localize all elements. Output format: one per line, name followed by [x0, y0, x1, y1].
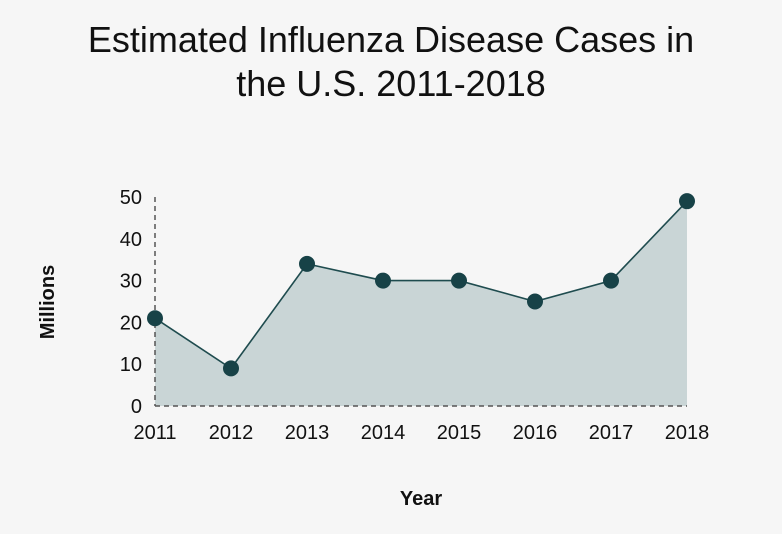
x-tick-label-2016: 2016: [513, 422, 558, 444]
chart-title-line-1: Estimated Influenza Disease Cases in: [87, 19, 695, 60]
y-tick-label-20: 20: [120, 312, 142, 334]
x-tick-label-2012: 2012: [209, 422, 254, 444]
x-axis-label: Year: [400, 488, 442, 510]
y-tick-label-30: 30: [120, 271, 142, 293]
chart-title-line-2: the U.S. 2011-2018: [236, 63, 546, 104]
x-tick-label-2018: 2018: [665, 422, 710, 444]
data-point-2011: [147, 310, 163, 327]
data-point-2016: [527, 293, 543, 310]
y-axis-label: Millions: [37, 265, 59, 339]
y-tick-label-40: 40: [120, 229, 142, 251]
x-tick-label-2015: 2015: [437, 422, 482, 444]
data-point-2015: [451, 272, 467, 289]
x-tick-label-2013: 2013: [285, 422, 330, 444]
y-tick-label-0: 0: [131, 396, 142, 418]
data-point-2017: [603, 272, 619, 289]
y-tick-label-50: 50: [120, 187, 142, 209]
data-point-2018: [679, 193, 695, 210]
plot-area: 0 10 20 30 40 50 2011 2012 2013 2014 2015 2016 2017 2…: [120, 187, 710, 444]
y-tick-label-10: 10: [120, 354, 142, 376]
x-tick-label-2011: 2011: [133, 422, 176, 444]
chart-title: Estimated Influenza Disease Cases in the…: [0, 18, 782, 106]
series-line: [154, 200, 688, 370]
data-point-2013: [299, 255, 315, 272]
x-tick-label-2014: 2014: [361, 422, 406, 444]
x-tick-label-2017: 2017: [589, 422, 634, 444]
data-point-2012: [223, 360, 239, 377]
series-area: [155, 201, 687, 406]
data-point-2014: [375, 272, 391, 289]
